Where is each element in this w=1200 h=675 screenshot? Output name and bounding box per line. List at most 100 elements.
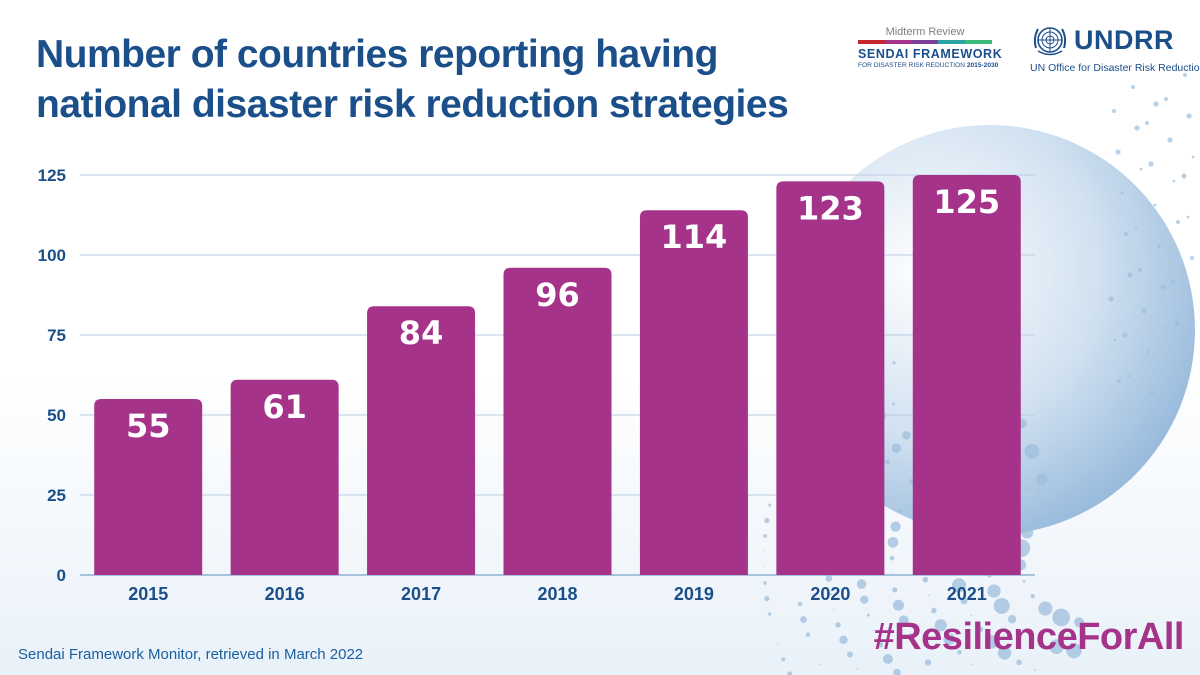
decor-dot xyxy=(898,615,909,626)
decor-dot xyxy=(977,626,984,633)
decor-dot xyxy=(805,632,811,638)
decor-dot xyxy=(781,657,786,662)
decor-dot xyxy=(987,584,1001,598)
decor-dot xyxy=(882,653,893,664)
decor-dot xyxy=(797,601,803,607)
y-tick-label: 25 xyxy=(47,486,66,505)
decor-dot xyxy=(1127,272,1133,278)
decor-dot xyxy=(892,587,898,593)
decor-dot xyxy=(892,402,895,406)
decor-dot xyxy=(846,651,853,658)
chart-title: Number of countries reporting having nat… xyxy=(36,30,796,130)
x-tick-label: 2020 xyxy=(810,584,850,604)
decor-dot xyxy=(1016,659,1022,666)
decor-dot xyxy=(856,579,867,589)
decor-dot xyxy=(835,622,841,628)
sendai-subtitle-text: FOR DISASTER RISK REDUCTION xyxy=(858,62,967,69)
decor-dot xyxy=(1165,326,1169,330)
decor-dot xyxy=(1049,505,1054,510)
sendai-framework-logo: Midterm Review SENDAI FRAMEWORK FOR DISA… xyxy=(858,26,1003,70)
bar-value-label: 84 xyxy=(399,314,444,352)
decor-dot xyxy=(924,659,932,666)
decor-dot xyxy=(1174,320,1180,326)
decor-dot xyxy=(764,596,770,602)
bar-value-label: 125 xyxy=(933,183,1000,221)
decor-dot xyxy=(931,607,937,614)
decor-dot xyxy=(829,593,832,596)
decor-dot xyxy=(1020,526,1034,539)
bar-value-label: 96 xyxy=(535,276,580,314)
y-tick-label: 100 xyxy=(38,246,66,265)
undrr-name: UNDRR xyxy=(1074,24,1174,55)
y-tick-label: 0 xyxy=(57,566,66,585)
decor-dot xyxy=(1146,350,1150,354)
decor-dot xyxy=(893,668,901,675)
decor-dot xyxy=(768,503,772,507)
undrr-subtitle: UN Office for Disaster Risk Reduction xyxy=(1030,62,1200,74)
bar-2020 xyxy=(776,181,885,575)
decor-dot xyxy=(905,392,906,394)
decor-dot xyxy=(997,646,1012,660)
decor-dot xyxy=(833,609,835,611)
decor-dot xyxy=(1134,227,1138,231)
decor-dot xyxy=(890,521,901,532)
undrr-logo: UNDRR UN Office for Disaster Risk Reduct… xyxy=(1030,20,1200,75)
decor-dot xyxy=(1139,167,1143,171)
x-tick-label: 2017 xyxy=(401,584,441,604)
decor-dot xyxy=(892,599,904,611)
decor-dot xyxy=(891,443,902,454)
decor-dot xyxy=(902,431,911,440)
decor-dot xyxy=(897,509,902,514)
sendai-review-label: Midterm Review xyxy=(885,26,965,38)
decor-dot xyxy=(763,534,767,538)
decor-dot xyxy=(872,629,875,631)
decor-dot xyxy=(773,489,774,491)
decor-dot xyxy=(1190,256,1194,260)
decor-dot xyxy=(1024,629,1026,632)
title-line-2: national disaster risk reduction strateg… xyxy=(36,83,789,126)
decor-dot xyxy=(934,619,947,632)
decor-dot xyxy=(825,575,833,582)
decor-dot xyxy=(1052,608,1071,627)
title-line-1: Number of countries reporting having xyxy=(36,33,718,76)
decor-dot xyxy=(1115,149,1121,155)
decor-dot xyxy=(1037,637,1043,643)
decor-dot xyxy=(928,594,930,596)
decor-dot xyxy=(1074,617,1084,628)
x-tick-label: 2021 xyxy=(947,584,987,604)
decor-dot xyxy=(887,536,899,548)
decor-dot xyxy=(984,635,999,649)
sendai-color-stripe xyxy=(858,40,992,44)
decor-dot xyxy=(1131,85,1135,89)
decor-dot xyxy=(1157,244,1161,248)
bar-2016 xyxy=(230,379,339,575)
decor-dot xyxy=(877,641,884,648)
bar-2018 xyxy=(503,267,612,575)
y-tick-label: 125 xyxy=(38,166,66,185)
sendai-subtitle: FOR DISASTER RISK REDUCTION 2015-2030 xyxy=(858,61,998,70)
decor-dot xyxy=(1141,308,1147,314)
decor-dot xyxy=(856,667,859,670)
decor-dot xyxy=(1049,639,1064,654)
decor-dot xyxy=(922,576,929,583)
decor-dot xyxy=(866,613,870,617)
decor-dot xyxy=(951,578,967,593)
decor-dot xyxy=(1183,73,1187,77)
decor-dot xyxy=(1108,68,1112,72)
decor-dot xyxy=(1035,516,1040,520)
x-tick-label: 2018 xyxy=(537,584,577,604)
bar-2017 xyxy=(367,306,476,575)
decor-dot xyxy=(889,555,895,561)
decor-dot xyxy=(1034,669,1036,671)
decor-dot xyxy=(1145,121,1149,125)
decor-dot xyxy=(1153,101,1159,107)
decor-dot xyxy=(943,633,956,646)
decor-dot xyxy=(777,643,779,646)
decor-dot xyxy=(772,629,774,630)
decor-dot xyxy=(970,663,972,666)
bar-value-label: 61 xyxy=(262,388,307,426)
decor-dot xyxy=(767,612,772,616)
sendai-name: SENDAI FRAMEWORK xyxy=(858,47,1003,61)
sendai-subtitle-years: 2015-2030 xyxy=(966,62,999,69)
